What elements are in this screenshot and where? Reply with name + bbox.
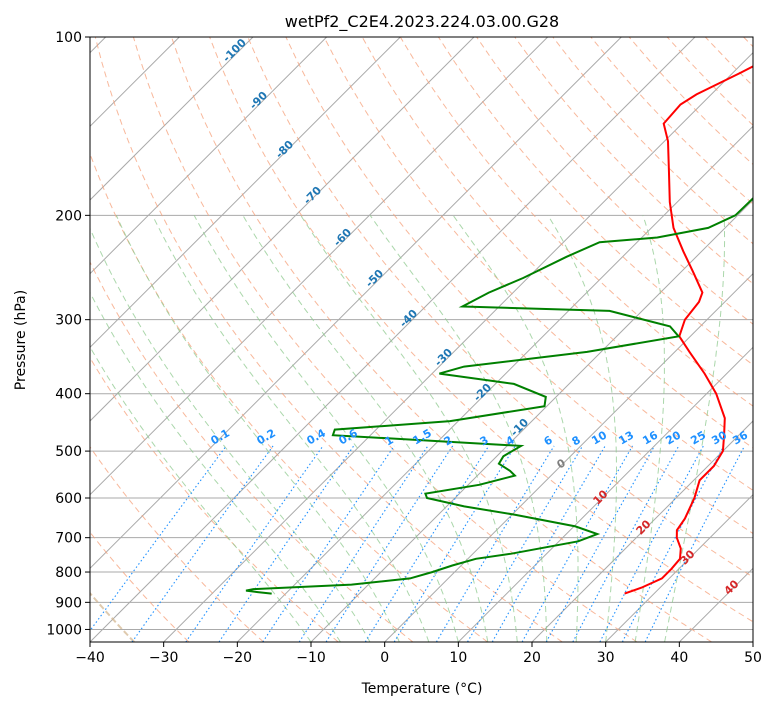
isotherm-line bbox=[90, 37, 622, 570]
dry-adiabat-line bbox=[90, 446, 264, 642]
isotherm-line bbox=[457, 346, 753, 642]
dry-adiabat-line bbox=[285, 37, 753, 535]
dry-adiabat-line bbox=[90, 260, 414, 642]
mixing-ratio-line bbox=[262, 445, 395, 642]
moist-adiabat-line bbox=[634, 215, 665, 642]
x-tick-label: 30 bbox=[597, 650, 615, 666]
x-tick-label: 20 bbox=[523, 650, 541, 666]
y-tick-label: 800 bbox=[55, 565, 82, 581]
y-tick-label: 100 bbox=[55, 30, 82, 46]
dry-adiabats bbox=[90, 37, 753, 642]
isotherm-line bbox=[531, 420, 753, 642]
mixing-ratio-line bbox=[545, 445, 656, 642]
lifted-parcel-curve bbox=[90, 591, 135, 642]
y-tick-label: 400 bbox=[55, 387, 82, 403]
mixing-ratio-lines bbox=[90, 445, 746, 642]
x-tick-label: 50 bbox=[744, 650, 762, 666]
moist-adiabat-line bbox=[242, 215, 489, 642]
isobar-gridlines bbox=[90, 37, 753, 630]
y-tick-label: 500 bbox=[55, 444, 82, 460]
dry-adiabat-line bbox=[90, 356, 339, 642]
moist-adiabat-line bbox=[547, 215, 617, 642]
x-tick-label: 40 bbox=[670, 650, 688, 666]
dry-adiabat-line bbox=[94, 37, 563, 642]
mixing-ratio-line bbox=[185, 445, 324, 642]
moist-adiabat-line bbox=[664, 215, 726, 642]
dry-adiabat-line bbox=[247, 37, 753, 578]
x-tick-label: −30 bbox=[149, 650, 179, 666]
y-tick-label: 700 bbox=[55, 531, 82, 547]
dewpoint-line bbox=[245, 196, 753, 595]
isotherm-line bbox=[236, 125, 753, 642]
y-tick-label: 1000 bbox=[46, 622, 82, 638]
y-tick-label: 600 bbox=[55, 491, 82, 507]
isotherm-line bbox=[384, 272, 753, 642]
isotherm-line bbox=[90, 37, 475, 422]
x-tick-label: −40 bbox=[75, 650, 105, 666]
moist-adiabat-line bbox=[452, 215, 579, 642]
mixing-ratio-line bbox=[621, 445, 725, 642]
moist-adiabat-line bbox=[90, 227, 371, 642]
isotherm-line bbox=[90, 37, 254, 201]
isotherm-line bbox=[90, 37, 696, 642]
mixing-ratio-line bbox=[467, 445, 584, 642]
mixing-ratio-line bbox=[644, 445, 746, 642]
dry-adiabat-line bbox=[171, 37, 712, 642]
dry-adiabat-line bbox=[323, 37, 753, 491]
isotherm-lines bbox=[90, 37, 753, 642]
moist-adiabats bbox=[90, 215, 726, 642]
x-tick-label: 10 bbox=[449, 650, 467, 666]
x-tick-label: 0 bbox=[380, 650, 389, 666]
isotherm-line bbox=[605, 493, 753, 642]
y-tick-label: 900 bbox=[55, 595, 82, 611]
moist-adiabat-line bbox=[90, 345, 312, 642]
mixing-ratio-line bbox=[218, 445, 355, 642]
y-tick-label: 200 bbox=[55, 208, 82, 224]
y-axis-label: Pressure (hPa) bbox=[13, 290, 29, 390]
x-tick-label: −10 bbox=[296, 650, 326, 666]
mixing-ratio-line bbox=[325, 445, 454, 642]
y-axis-ticks: 100 200 300 400 500 600 700 800 900 1000 bbox=[46, 30, 90, 638]
x-tick-label: −20 bbox=[223, 650, 253, 666]
y-tick-label: 300 bbox=[55, 313, 82, 329]
dry-adiabat-line bbox=[476, 37, 753, 325]
isotherm-line bbox=[90, 37, 549, 496]
x-axis-label: Temperature (°C) bbox=[361, 681, 483, 697]
moist-adiabat-line bbox=[152, 215, 430, 642]
temperature-line bbox=[624, 65, 753, 595]
x-axis-ticks: −40 −30 −20 −10 0 10 20 30 40 50 bbox=[75, 642, 762, 666]
isotherm-line bbox=[90, 37, 328, 275]
mixing-ratio-line bbox=[435, 445, 555, 642]
mixing-ratio-line bbox=[131, 445, 274, 642]
dry-adiabat-line bbox=[209, 37, 753, 623]
moist-adiabat-line bbox=[193, 215, 459, 642]
mixing-ratio-line bbox=[393, 445, 516, 642]
dry-adiabat-line bbox=[514, 37, 753, 285]
moist-adiabat-line bbox=[115, 215, 400, 642]
mixing-ratio-line bbox=[364, 445, 490, 642]
plot-area: -100-90-80-70-60-50-40-30-20-100.1 0.2 0.4… bbox=[90, 37, 753, 642]
mixing-ratio-line bbox=[298, 445, 429, 642]
plot-frame bbox=[89, 36, 754, 643]
profile-series bbox=[245, 65, 753, 595]
chart-title: wetPf2_C2E4.2023.224.03.00.G28 bbox=[285, 12, 559, 32]
isotherm-line bbox=[90, 37, 401, 349]
mixing-ratio-line bbox=[521, 445, 633, 642]
moist-adiabat-line bbox=[90, 291, 341, 642]
moist-adiabat-line bbox=[369, 215, 548, 642]
